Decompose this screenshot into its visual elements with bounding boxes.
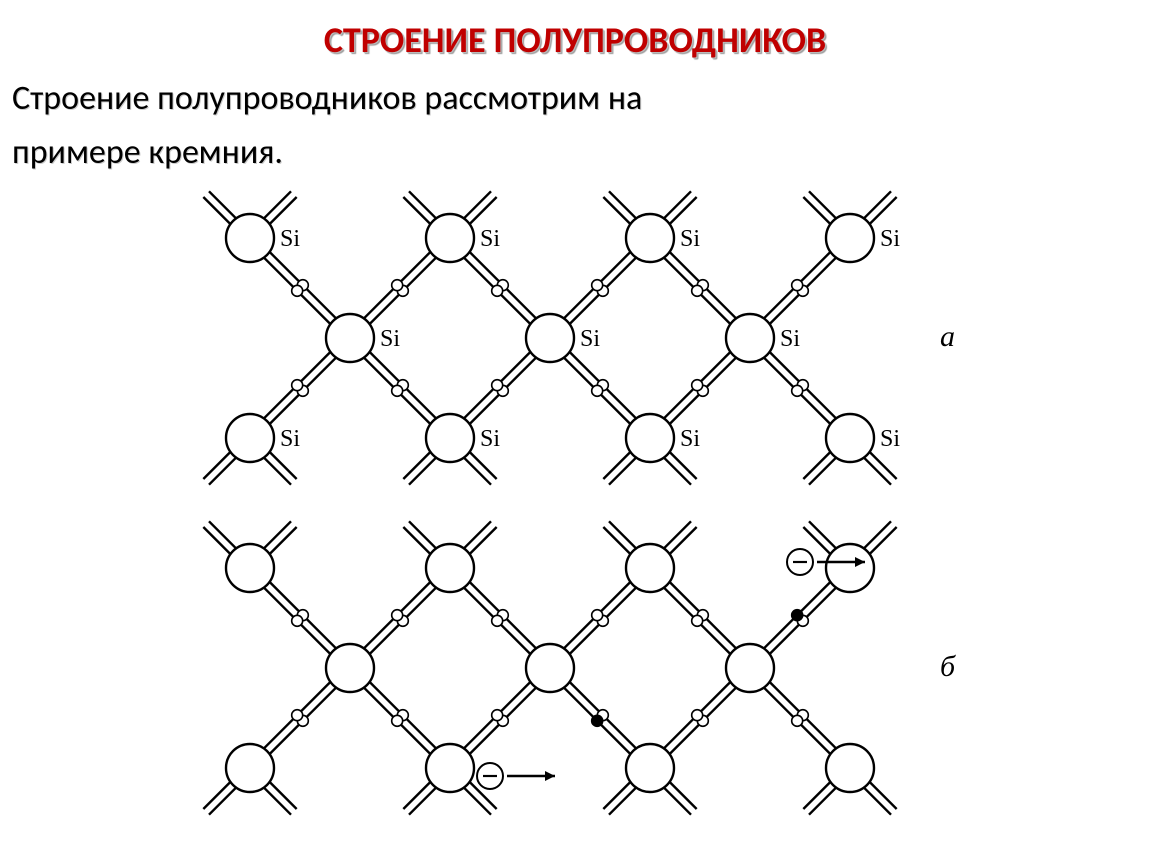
subtitle-line2: примере кремния.: [12, 132, 283, 173]
svg-text:Si: Si: [880, 226, 900, 252]
subtitle-line1: Строение полупроводников рассмотрим на: [12, 78, 642, 119]
slide: СТРОЕНИЕ ПОЛУПРОВОДНИКОВ Строение полупр…: [0, 0, 1150, 864]
slide-title: СТРОЕНИЕ ПОЛУПРОВОДНИКОВ: [0, 18, 1150, 62]
svg-text:Si: Si: [580, 326, 600, 352]
svg-text:Si: Si: [480, 226, 500, 252]
svg-text:Si: Si: [780, 326, 800, 352]
svg-text:Si: Si: [480, 426, 500, 452]
svg-text:б: б: [940, 650, 956, 683]
svg-text:Si: Si: [380, 326, 400, 352]
svg-text:Si: Si: [280, 426, 300, 452]
svg-text:а: а: [940, 320, 955, 353]
lattice-diagram: Si Si Si Si Si Si Si Si Si Si Si а б: [140, 188, 1020, 838]
svg-text:Si: Si: [280, 226, 300, 252]
svg-text:Si: Si: [680, 226, 700, 252]
svg-text:Si: Si: [680, 426, 700, 452]
svg-text:Si: Si: [880, 426, 900, 452]
